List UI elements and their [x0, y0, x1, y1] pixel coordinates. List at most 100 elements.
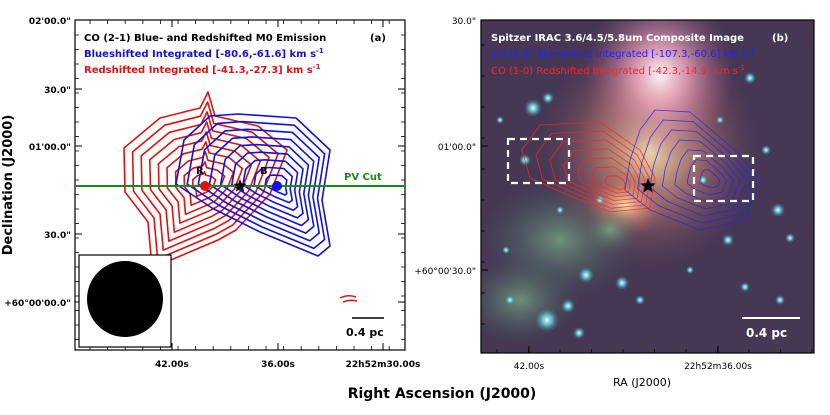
panel-a-legend-blue-text: Blueshifted Integrated [-80.6,-61.6] km … — [84, 49, 316, 60]
a-xtick-label-2: 22h52m30.00s — [346, 360, 421, 370]
panel-b-frame — [480, 19, 815, 354]
b-blue-contour-level — [649, 129, 748, 217]
a-ytick-label-0: +60°00'00.0" — [4, 299, 71, 309]
ir-point-source — [722, 234, 734, 246]
panel-a-legend-blue-sup: -1 — [316, 47, 324, 55]
marker-b — [272, 181, 282, 191]
beam-ellipse — [87, 261, 163, 337]
b-xlabel: RA (J2000) — [613, 376, 671, 389]
markers-b — [640, 178, 656, 193]
panel-b-legend-red-text: CO (1-0) Redshifted Integrated [-42.3,-1… — [491, 66, 738, 77]
panel-b-legend-red: CO (1-0) Redshifted Integrated [-42.3,-1… — [491, 64, 745, 77]
ir-point-source — [615, 276, 629, 290]
b-blue-contour-level — [699, 169, 721, 189]
b-ytick-label-2: 30.0" — [452, 17, 476, 27]
panel-a-title: CO (2-1) Blue- and Redshifted M0 Emissio… — [84, 33, 326, 44]
b-blue-contour-level — [662, 139, 741, 210]
panel-b: Spitzer IRAC 3.6/4.5/5.8um Composite Ima… — [480, 19, 815, 354]
panel-a-legend-blue: Blueshifted Integrated [-80.6,-61.6] km … — [84, 47, 324, 60]
b-red-contour-level — [604, 175, 626, 190]
b-blue-contour-level — [686, 159, 727, 196]
blue-contour-level — [186, 120, 326, 250]
ir-point-source — [686, 266, 694, 274]
blue-contour-level — [242, 159, 299, 212]
star-marker-a — [233, 179, 247, 192]
marker-b-label: B — [260, 166, 268, 177]
b-blue-contour-level — [637, 119, 754, 224]
b-red-contour-level — [563, 148, 641, 202]
ir-point-source — [771, 203, 785, 217]
shared-ylabel: Declination (J2000) — [1, 115, 16, 256]
ir-point-source — [556, 206, 564, 214]
red-contour-level — [140, 111, 270, 251]
red-contour-level — [183, 161, 226, 207]
blue-contour-level — [219, 143, 310, 227]
panel-b-legend-blue-sup: -1 — [747, 47, 754, 55]
ir-green-knot — [580, 205, 640, 255]
dashed-box-right — [692, 154, 755, 203]
scale-bar-b-label: 0.4 pc — [746, 326, 787, 340]
b-red-contour-level — [591, 166, 631, 194]
panel-a-legend-red-text: Redshifted Integrated [-41.3,-27.3] km s — [84, 65, 313, 76]
ir-point-source — [561, 299, 575, 313]
ir-point-source — [716, 116, 724, 124]
ir-stars — [496, 72, 795, 339]
panel-b-title: Spitzer IRAC 3.6/4.5/5.8um Composite Ima… — [491, 33, 744, 44]
blue-contour-level — [253, 166, 294, 204]
blue-contour-level — [197, 128, 321, 242]
b-xtick-label-0: 42.00s — [514, 362, 545, 372]
red-contour-fragment-2 — [342, 299, 358, 303]
panel-b-letter: (b) — [772, 33, 788, 44]
dashed-box-left — [506, 137, 571, 185]
panel-a-legend-red-sup: -1 — [313, 63, 321, 71]
b-red-contour-level — [577, 157, 636, 198]
ir-point-source — [698, 175, 708, 185]
contour-group-a — [123, 91, 331, 269]
ir-point-source — [740, 282, 750, 292]
ir-point-source — [505, 295, 515, 305]
blue-contour-level — [175, 113, 331, 257]
panel-a-legend-red: Redshifted Integrated [-41.3,-27.3] km s… — [84, 63, 321, 76]
marker-r-label: R — [196, 166, 204, 177]
panel-b-legend-blue: CO (1-0) Blueshifted Integrated [-107.3,… — [491, 47, 754, 60]
a-ytick-label-3: 30.0" — [44, 86, 71, 96]
red-contour-level — [131, 101, 279, 260]
contour-group-b — [521, 109, 761, 231]
a-xtick-label-0: 42.00s — [155, 360, 189, 370]
a-xtick-label-1: 36.00s — [261, 360, 295, 370]
b-ytick-label-0: +60°00'30.0" — [414, 267, 476, 277]
panel-b-legend-red-sup: -1 — [738, 64, 745, 72]
b-red-contour-level — [521, 121, 656, 213]
ir-point-source — [785, 233, 795, 243]
a-ytick-label-2: 01'00.0" — [29, 143, 71, 153]
ir-green-haze-2 — [481, 255, 580, 345]
ir-point-source — [502, 246, 510, 254]
b-ytick-label-1: 01'00.0" — [438, 143, 476, 153]
a-ytick-label-4: 02'00.0" — [29, 17, 71, 27]
blue-contour-level — [264, 174, 288, 196]
ir-point-source — [542, 92, 554, 104]
blue-contour-level — [231, 151, 304, 219]
a-ytick-label-1: 30.0" — [44, 231, 71, 241]
ir-point-source — [535, 308, 559, 332]
b-xtick-label-1: 22h52m36.00s — [684, 362, 752, 372]
ir-point-source — [573, 327, 585, 339]
marker-r — [200, 181, 210, 191]
ir-point-source — [524, 99, 542, 117]
panel-a-letter: (a) — [370, 33, 386, 44]
red-contour-fragment — [339, 294, 357, 299]
ticks-b — [481, 19, 813, 353]
scale-bar-a-label: 0.4 pc — [346, 326, 384, 339]
shared-xlabel: Right Ascension (J2000) — [348, 386, 537, 402]
ir-point-source — [496, 116, 504, 124]
ir-point-source — [635, 295, 645, 305]
star-marker-b — [640, 178, 656, 193]
ir-point-source — [775, 295, 785, 305]
red-contour-level — [157, 131, 253, 233]
b-blue-contour-level — [624, 109, 761, 231]
blue-contour-level — [208, 136, 315, 234]
pv-cut-label: PV Cut — [344, 172, 382, 183]
panel-b-legend-blue-text: CO (1-0) Blueshifted Integrated [-107.3,… — [491, 49, 747, 60]
